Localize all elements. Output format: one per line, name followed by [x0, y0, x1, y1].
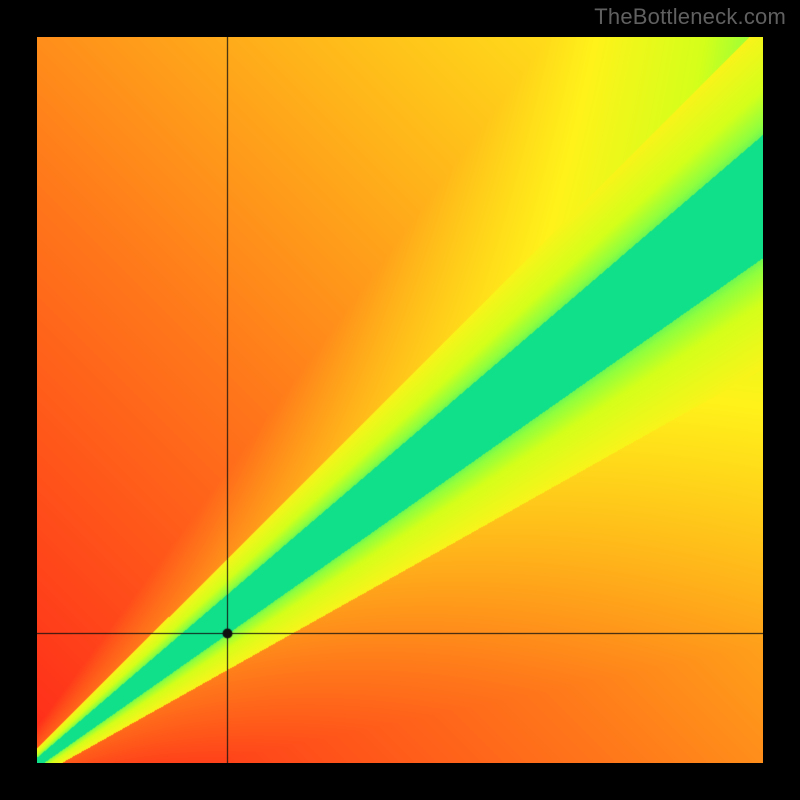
- plot-area: [37, 37, 763, 763]
- heatmap-canvas: [37, 37, 763, 763]
- chart-container: TheBottleneck.com: [0, 0, 800, 800]
- attribution-label: TheBottleneck.com: [594, 4, 786, 30]
